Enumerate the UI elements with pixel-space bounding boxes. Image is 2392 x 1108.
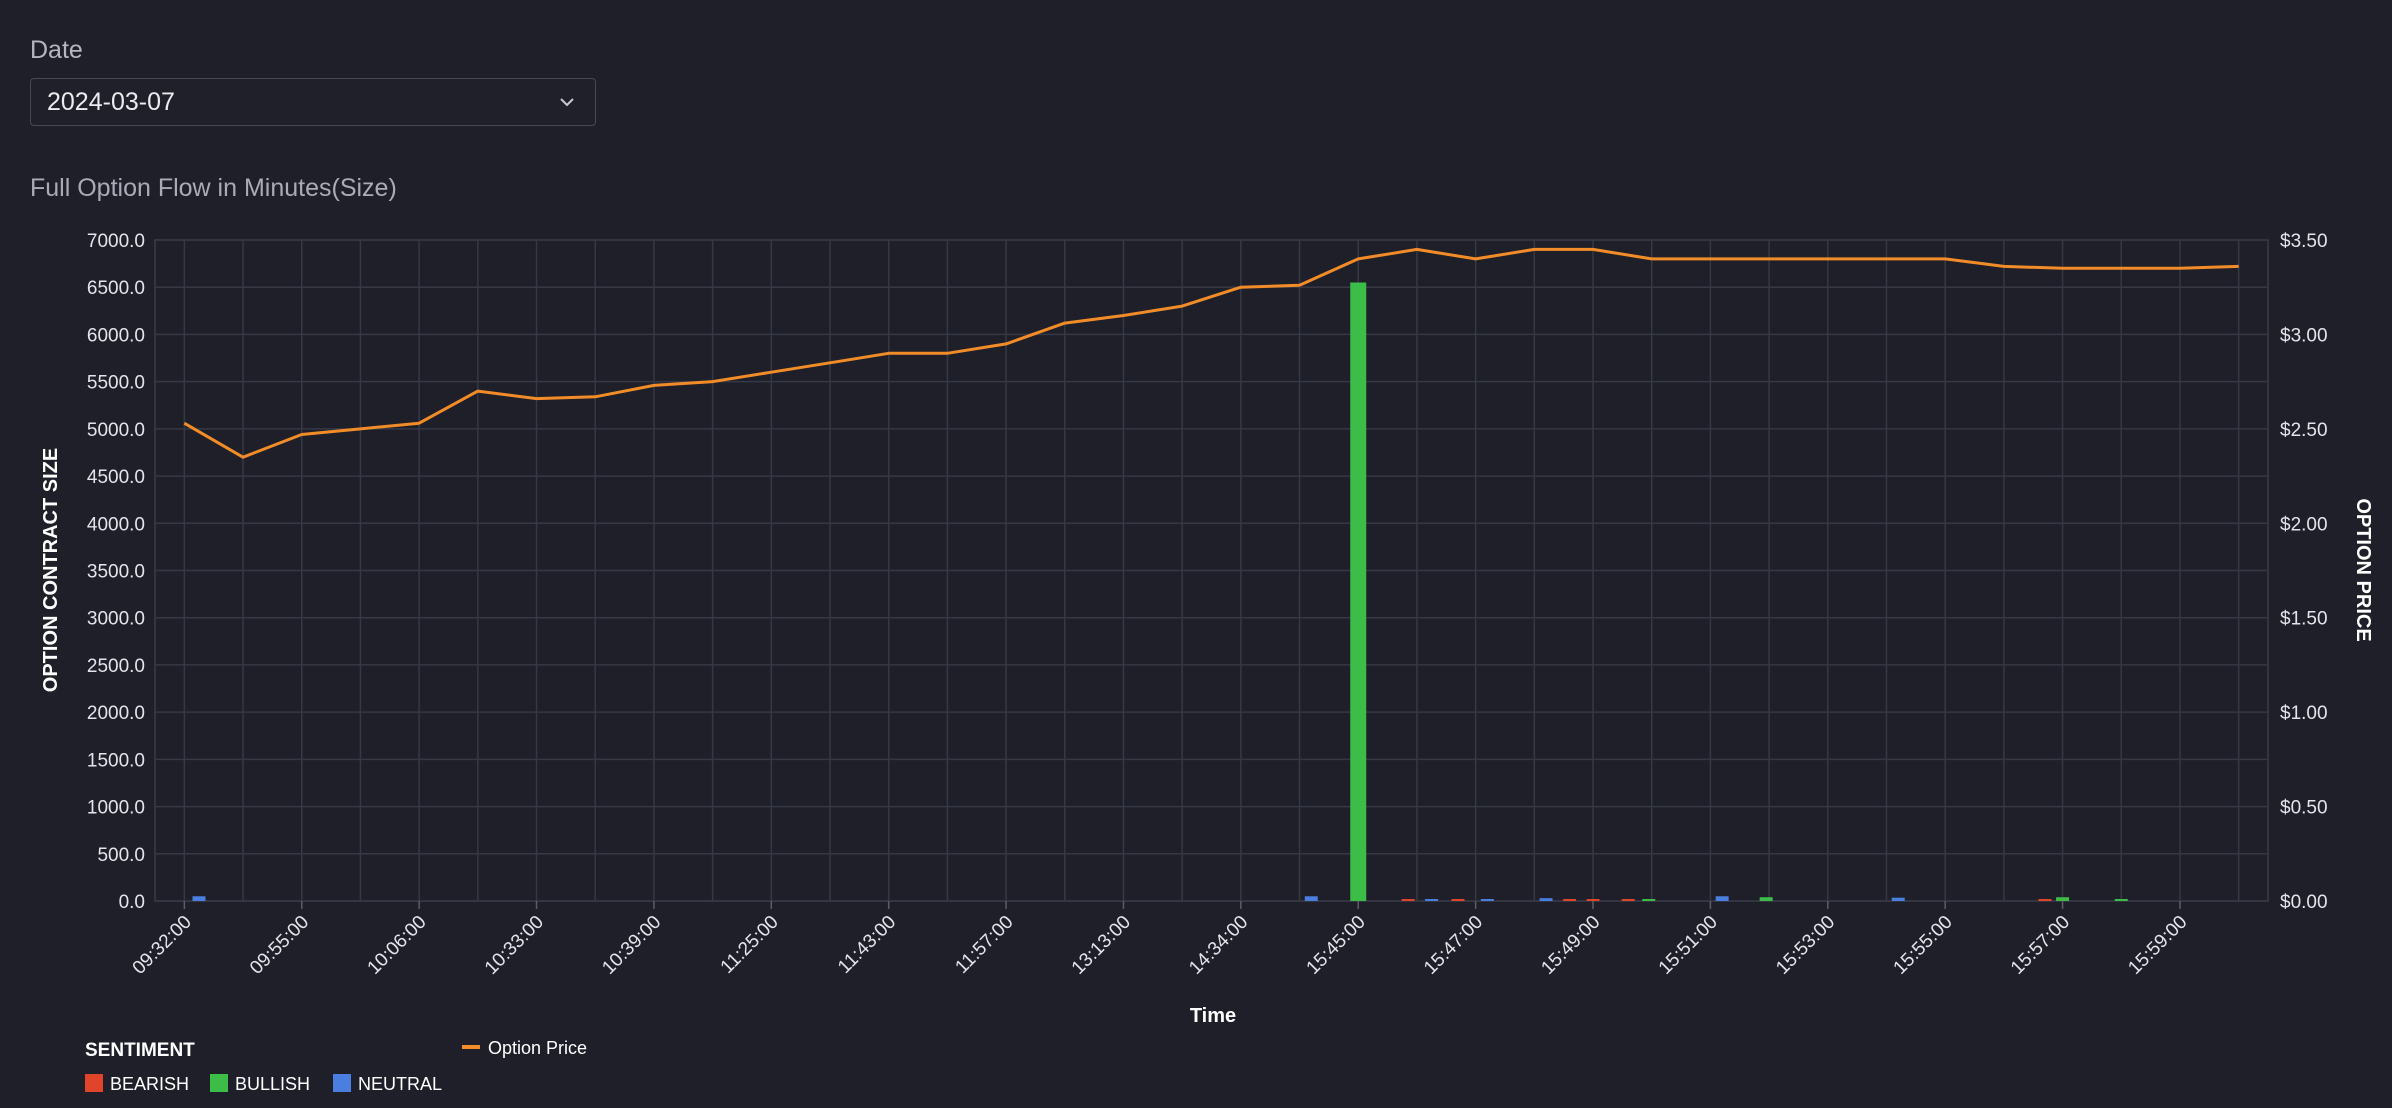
y2-axis-title: OPTION PRICE (2352, 498, 2374, 641)
bar-bearish (2038, 899, 2052, 901)
x-tick-label: 09:32:00 (129, 912, 196, 979)
bar-neutral (1304, 896, 1318, 901)
x-tick-label: 11:43:00 (834, 912, 900, 978)
y-tick-label: 5000.0 (87, 420, 145, 441)
chart-grid (154, 239, 2269, 902)
x-tick-label: 10:39:00 (598, 912, 665, 979)
date-select[interactable]: 2024-03-07 (30, 78, 596, 126)
legend-label-bullish: BULLISH (235, 1074, 310, 1094)
x-tick-label: 14:34:00 (1185, 912, 1252, 979)
x-tick-label: 15:51:00 (1655, 912, 1722, 979)
y-tick-label: 0.0 (119, 892, 145, 913)
x-tick-label: 15:45:00 (1303, 912, 1370, 979)
x-axis-title: Time (1190, 1005, 1236, 1027)
bar-neutral (1480, 899, 1494, 901)
y2-tick-label: $2.00 (2280, 514, 2328, 535)
x-tick-label: 15:47:00 (1420, 912, 1487, 979)
chevron-down-icon (560, 98, 574, 107)
legend-label-option-price: Option Price (488, 1038, 587, 1058)
legend-swatch-neutral (333, 1074, 351, 1092)
y-tick-label: 1500.0 (87, 750, 145, 771)
option-price-line (183, 247, 2239, 459)
x-tick-label: 13:13:00 (1068, 912, 1135, 979)
y-tick-label: 4000.0 (87, 514, 145, 535)
bar-neutral (1425, 899, 1439, 901)
x-tick-label: 15:49:00 (1537, 912, 1604, 979)
y-tick-label: 3000.0 (87, 609, 145, 630)
bar-neutral (1539, 898, 1553, 901)
bar-bearish (1451, 899, 1465, 901)
x-tick-label: 09:55:00 (246, 912, 313, 979)
bar-bearish (1401, 899, 1415, 901)
legend-swatch-bullish (210, 1074, 228, 1092)
y2-tick-label: $1.50 (2280, 609, 2328, 630)
bar-bullish (2114, 899, 2128, 901)
y-tick-label: 1000.0 (87, 798, 145, 819)
y-axis-title: OPTION CONTRACT SIZE (40, 448, 62, 692)
y2-tick-label: $0.00 (2280, 892, 2328, 913)
bar-bearish (1563, 899, 1577, 901)
y2-tick-label: $1.00 (2280, 703, 2328, 724)
x-tick-label: 10:06:00 (364, 912, 431, 979)
chart-axes: 0.0 500.0 1000.0 1500.0 2000.0 2500.0 3000.0 35… (40, 231, 2374, 1027)
chart-legend: SENTIMENT BEARISH BULLISH NEUTRAL Option Pri… (85, 1038, 587, 1094)
y-tick-label: 6500.0 (87, 278, 145, 299)
bar-neutral (192, 896, 206, 901)
legend-label-bearish: BEARISH (110, 1074, 189, 1094)
bar-bearish (1586, 899, 1600, 901)
date-select-value: 2024-03-07 (47, 87, 175, 116)
y-tick-label: 3500.0 (87, 562, 145, 583)
y2-tick-label: $0.50 (2280, 798, 2328, 819)
chart-bars (192, 282, 2128, 901)
y2-tick-label: $3.00 (2280, 325, 2328, 346)
bar-neutral (1715, 896, 1729, 901)
x-tick-label: 15:57:00 (2007, 912, 2074, 979)
bar-bearish (1621, 899, 1635, 901)
chart-title: Full Option Flow in Minutes(Size) (30, 174, 397, 202)
bar-bullish (1642, 899, 1656, 901)
x-tick-label: 15:59:00 (2124, 912, 2191, 979)
y-tick-label: 6000.0 (87, 325, 145, 346)
bar-bullish (1759, 897, 1773, 901)
y-tick-label: 2500.0 (87, 656, 145, 677)
y-tick-label: 2000.0 (87, 703, 145, 724)
bar-bullish (1350, 282, 1367, 901)
x-tick-label: 11:57:00 (951, 912, 1017, 978)
bar-neutral (1891, 897, 1905, 901)
x-tick-label: 15:55:00 (1890, 912, 1957, 979)
legend-label-neutral: NEUTRAL (358, 1074, 442, 1094)
y2-tick-label: $3.50 (2280, 231, 2328, 252)
y-tick-label: 4500.0 (87, 467, 145, 488)
y-tick-label: 7000.0 (87, 231, 145, 252)
x-tick-label: 10:33:00 (481, 912, 548, 979)
y2-tick-label: $2.50 (2280, 420, 2328, 441)
y-tick-label: 500.0 (97, 845, 145, 866)
bar-bullish (2056, 897, 2070, 901)
x-tick-label: 15:53:00 (1772, 912, 1839, 979)
y-tick-label: 5500.0 (87, 373, 145, 394)
legend-swatch-bearish (85, 1074, 103, 1092)
x-tick-label: 11:25:00 (717, 912, 783, 978)
legend-title: SENTIMENT (85, 1040, 195, 1061)
date-filter-label: Date (30, 36, 83, 64)
